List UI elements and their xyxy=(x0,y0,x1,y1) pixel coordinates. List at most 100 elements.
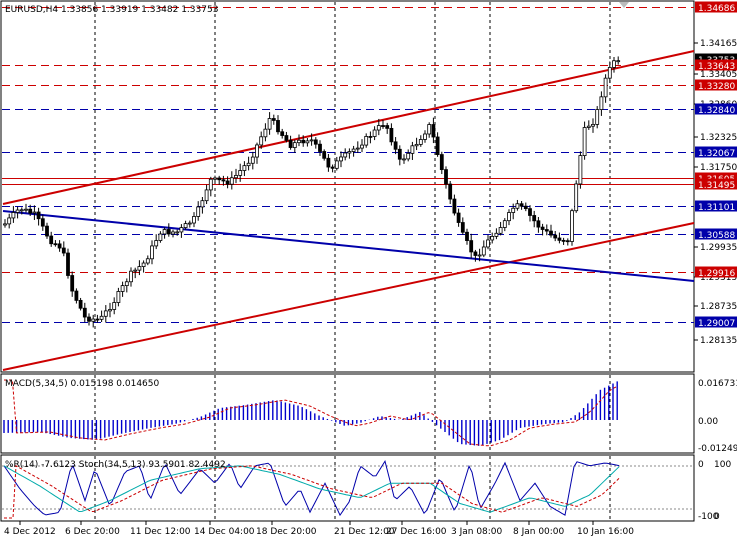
descending-trend-line[interactable] xyxy=(2,210,695,282)
candle-body xyxy=(162,229,167,235)
candle-body xyxy=(334,160,339,169)
candle-body xyxy=(267,118,272,130)
candle-body xyxy=(166,229,171,235)
price-tick-label: 1.28135 xyxy=(700,336,737,346)
candle-body xyxy=(263,128,268,138)
candle-body xyxy=(313,139,318,145)
candle-body xyxy=(330,166,335,169)
candle-body xyxy=(544,229,549,232)
time-axis-label: 4 Dec 2012 xyxy=(4,527,56,537)
candle-body xyxy=(11,212,16,219)
candle-body xyxy=(465,231,469,241)
candle-body xyxy=(603,77,608,98)
candle-body xyxy=(494,232,499,237)
candle-body xyxy=(171,231,175,235)
candle-body xyxy=(137,266,142,271)
level-tag xyxy=(695,53,737,65)
candle-body xyxy=(28,208,33,214)
level-tag xyxy=(695,266,737,278)
macd-tick-zero: 0.00 xyxy=(698,417,718,427)
candle-body xyxy=(288,139,293,148)
candle-body xyxy=(347,151,352,154)
candle-body xyxy=(448,183,453,200)
candle-body xyxy=(372,129,377,137)
level-tag-label: 1.30588 xyxy=(698,231,735,241)
upper-channel-line[interactable] xyxy=(2,50,695,205)
candle-body xyxy=(32,211,37,214)
candle-body xyxy=(103,310,108,317)
candle-body xyxy=(108,309,112,312)
candle-body xyxy=(490,236,495,241)
time-axis-label: 10 Jan 16:00 xyxy=(577,527,634,537)
candle-body xyxy=(612,60,616,68)
time-axis-label: 3 Jan 08:00 xyxy=(451,527,503,537)
candle-body xyxy=(99,315,104,320)
candle-body xyxy=(74,290,79,301)
level-tag xyxy=(695,172,737,184)
candle-body xyxy=(402,158,406,161)
chart-header: EURUSD,H4 1.33856 1.33919 1.33482 1.3375… xyxy=(5,5,218,15)
candle-body xyxy=(410,145,415,154)
price-tick-label: 1.29315 xyxy=(700,273,737,283)
candle-body xyxy=(616,60,621,63)
candle-body xyxy=(196,206,201,217)
candle-body xyxy=(423,133,427,140)
candle-body xyxy=(250,156,255,164)
candle-body xyxy=(217,177,222,181)
candle-body xyxy=(271,118,276,121)
candle-body xyxy=(49,235,54,245)
osc-tick-bottom-a: -100 xyxy=(698,512,719,522)
price-tick-label: 1.29935 xyxy=(700,243,737,253)
time-axis-label: 8 Jan 00:00 xyxy=(513,527,565,537)
candle-body xyxy=(213,177,217,180)
level-tag-label: 1.33643 xyxy=(698,62,735,72)
candle-body xyxy=(154,240,159,247)
level-tag xyxy=(695,228,737,240)
candle-body xyxy=(536,220,541,228)
candle-body xyxy=(511,207,516,213)
candle-body xyxy=(444,169,448,185)
candle-body xyxy=(431,124,436,138)
candle-body xyxy=(456,212,461,223)
time-axis-label: 27 Dec 16:00 xyxy=(386,527,447,537)
candle-body xyxy=(183,223,188,228)
candle-body xyxy=(15,209,20,213)
candle-body xyxy=(549,230,553,236)
candle-body xyxy=(368,136,373,138)
candle-body xyxy=(133,269,138,272)
candle-body xyxy=(112,302,117,310)
candle-body xyxy=(82,307,87,318)
candle-body xyxy=(414,143,419,147)
candle-body xyxy=(87,316,91,322)
price-tick-label: 1.31750 xyxy=(700,163,737,173)
candle-body xyxy=(40,218,45,227)
candle-body xyxy=(586,125,591,128)
candle-body xyxy=(318,143,322,152)
candle-body xyxy=(158,233,163,241)
candle-body xyxy=(540,226,545,230)
lower-channel-line[interactable] xyxy=(2,222,695,371)
oscillator-header: %R(14) -7.6123 Stoch(34,5,13) 93.5901 82… xyxy=(5,460,226,470)
candle-body xyxy=(607,67,612,79)
candle-body xyxy=(53,243,58,246)
candle-body xyxy=(309,139,314,142)
candle-body xyxy=(460,222,465,233)
stochastic-signal-line xyxy=(4,464,620,519)
candle-body xyxy=(141,262,146,267)
stochastic-main-line xyxy=(3,465,620,513)
candle-body xyxy=(204,189,209,202)
candle-body xyxy=(78,299,83,309)
candle-body xyxy=(355,147,360,150)
candle-body xyxy=(469,240,474,253)
candle-body xyxy=(393,141,398,150)
candle-body xyxy=(565,240,570,243)
level-tag-label: 1.33280 xyxy=(698,82,735,92)
williams-r-line xyxy=(3,459,620,517)
candle-body xyxy=(591,123,595,127)
candle-body xyxy=(595,109,600,125)
candle-body xyxy=(70,275,75,292)
level-tag-label: 1.29916 xyxy=(698,269,735,279)
candle-body xyxy=(406,152,411,160)
chart-shift-icon[interactable] xyxy=(619,2,629,8)
